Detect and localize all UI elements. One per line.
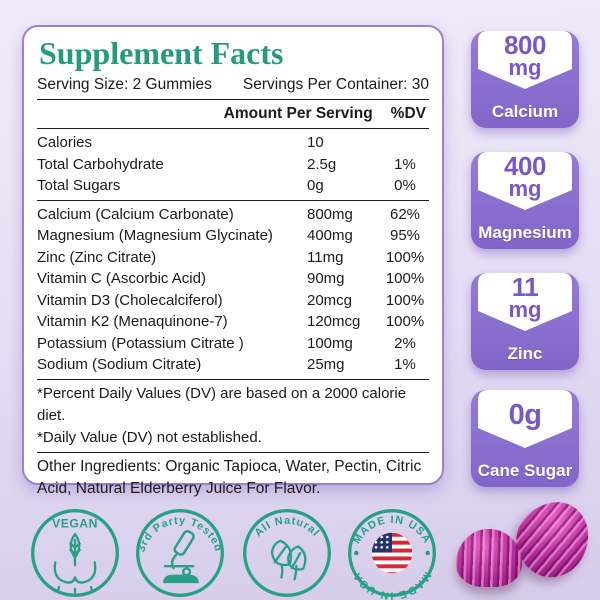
row-name: Vitamin K2 (Menaquinone-7) <box>37 313 228 330</box>
row-amount: 11mg <box>307 248 344 266</box>
badge-value: 800 <box>504 30 546 60</box>
row-dv: 100% <box>385 313 425 330</box>
vegan-seal-icon: VEGAN <box>31 509 119 597</box>
badge-label: Zinc <box>507 344 543 363</box>
table-row: Zinc (Zinc Citrate) 11mg 100% <box>37 247 429 269</box>
other-ingredients: Other Ingredients: Organic Tapioca, Wate… <box>37 457 422 497</box>
footnote-dv: *Percent Daily Values (DV) are based on … <box>37 384 407 424</box>
row-name: Magnesium (Magnesium Glycinate) <box>37 227 273 244</box>
row-dv: 100% <box>385 291 425 309</box>
row-dv: 100% <box>385 248 425 266</box>
row-amount: 20mcg <box>307 291 353 309</box>
badge-ribbon <box>478 31 572 89</box>
row-amount: 10 <box>307 134 324 151</box>
divider <box>37 378 429 380</box>
row-name: Total Carbohydrate <box>37 155 164 173</box>
svg-text:3rd Party Tested: 3rd Party Tested <box>135 515 224 554</box>
made-in-usa-seal-icon: MADE IN USA MADE IN USA <box>348 509 436 600</box>
svg-text:VEGAN: VEGAN <box>52 517 98 531</box>
row-amount: 0g <box>307 177 324 194</box>
badge-calcium: 800 mg Calcium <box>471 31 579 128</box>
row-name: Calories <box>37 134 93 151</box>
row-name: Zinc (Zinc Citrate) <box>37 248 157 266</box>
badge-ribbon <box>478 152 572 210</box>
hands-leaf-icon <box>53 532 97 594</box>
table-row: Total Sugars 0g 0% <box>37 175 429 197</box>
third-party-tested-seal-icon: 3rd Party Tested <box>135 509 224 597</box>
badge-cane-sugar: 0g Cane Sugar <box>471 390 579 487</box>
row-name: Potassium (Potassium Citrate ) <box>37 334 244 352</box>
badge-amount: 400 mg <box>478 152 572 202</box>
badge-unit: mg <box>508 297 542 322</box>
row-dv: 1% <box>394 155 416 173</box>
us-flag-icon <box>371 532 413 574</box>
row-name: Vitamin C (Ascorbic Acid) <box>37 270 206 287</box>
row-dv: 0% <box>394 177 416 194</box>
table-row: Vitamin C (Ascorbic Acid) 90mg 100% <box>37 268 429 290</box>
row-dv: 95% <box>389 227 421 244</box>
table-row: Vitamin K2 (Menaquinone-7) 120mcg 100% <box>37 311 429 333</box>
row-amount: 800mg <box>307 205 353 223</box>
row-name: Sodium (Sodium Citrate) <box>37 356 202 373</box>
badge-amount: 0g <box>478 390 572 440</box>
row-amount: 25mg <box>307 356 345 373</box>
row-amount: 400mg <box>307 227 353 244</box>
table-row: Calcium (Calcium Carbonate) 800mg 62% <box>37 204 429 226</box>
supplement-facts-panel: Supplement Facts Serving Size: 2 Gummies… <box>22 25 444 497</box>
row-dv: 2% <box>394 334 416 352</box>
badge-magnesium: 400 mg Magnesium <box>471 152 579 249</box>
badge-label: Cane Sugar <box>477 461 573 480</box>
leaves-icon <box>270 539 307 581</box>
badge-label: Magnesium <box>478 223 572 242</box>
row-amount: 2.5g <box>307 155 337 173</box>
table-row: Total Carbohydrate 2.5g 1% <box>37 154 429 176</box>
badge-unit: mg <box>508 55 542 80</box>
panel-title: Supplement Facts <box>39 35 284 71</box>
row-amount: 120mcg <box>307 313 361 330</box>
divider <box>37 99 429 100</box>
row-name: Calcium (Calcium Carbonate) <box>37 205 234 223</box>
badge-label: Calcium <box>491 102 559 121</box>
svg-text:MADE IN USA: MADE IN USA <box>351 569 434 600</box>
gummies-photo <box>440 487 600 600</box>
badge-value: 400 <box>504 151 546 181</box>
servings-per-container: Servings Per Container: 30 <box>242 76 429 93</box>
row-dv: 62% <box>389 205 421 223</box>
badge-amount: 800 mg <box>478 31 572 81</box>
row-dv: 1% <box>394 356 416 373</box>
row-dv: 100% <box>385 270 425 287</box>
badge-amount: 11 mg <box>478 273 572 323</box>
footnote-ndv: *Daily Value (DV) not established. <box>37 428 262 446</box>
gummy-candy <box>456 529 522 587</box>
col-header-amount: Amount Per Serving <box>223 105 373 122</box>
badge-ribbon <box>478 273 572 331</box>
badge-unit: mg <box>508 176 542 201</box>
badge-value: 0g <box>508 398 542 431</box>
row-amount: 90mg <box>307 270 345 287</box>
badge-value: 11 <box>511 272 539 302</box>
table-row: Calories 10 <box>37 132 429 154</box>
table-row: Magnesium (Magnesium Glycinate) 400mg 95… <box>37 225 429 247</box>
row-name: Vitamin D3 (Cholecalciferol) <box>37 291 223 309</box>
row-name: Total Sugars <box>37 177 121 194</box>
row-amount: 100mg <box>307 334 353 352</box>
table-row: Potassium (Potassium Citrate ) 100mg 2% <box>37 333 429 355</box>
table-row: Vitamin D3 (Cholecalciferol) 20mcg 100% <box>37 290 429 312</box>
microscope-icon <box>163 530 199 584</box>
divider <box>37 128 429 129</box>
badge-zinc: 11 mg Zinc <box>471 273 579 370</box>
row-dv <box>381 132 429 154</box>
divider <box>37 451 429 453</box>
table-row: Sodium (Sodium Citrate) 25mg 1% <box>37 354 429 376</box>
table-header: Amount Per Serving %DV <box>37 103 429 125</box>
col-header-dv: %DV <box>390 105 426 122</box>
serving-row: Serving Size: 2 Gummies Servings Per Con… <box>37 74 429 96</box>
divider <box>37 199 429 201</box>
badge-ribbon <box>478 390 572 448</box>
serving-size: Serving Size: 2 Gummies <box>37 76 212 93</box>
all-natural-seal-icon: All Natural <box>243 509 331 597</box>
